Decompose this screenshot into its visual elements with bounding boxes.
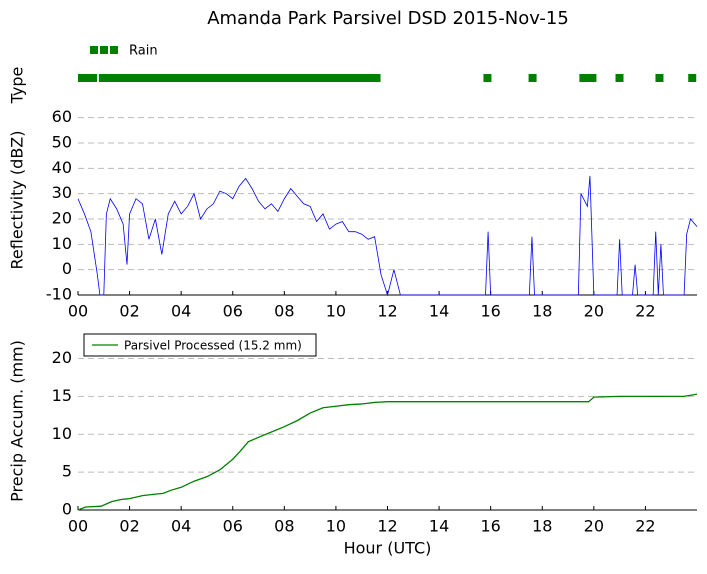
x-tick-label: 16 xyxy=(480,302,500,321)
y-tick-label: 40 xyxy=(52,158,72,177)
x-tick-label: 18 xyxy=(532,302,552,321)
y-tick-label: 0 xyxy=(62,500,72,519)
x-tick-label: 06 xyxy=(223,302,243,321)
x-tick-label: 02 xyxy=(119,517,139,536)
chart-title: Amanda Park Parsivel DSD 2015-Nov-15 xyxy=(207,8,569,29)
legend-swatch xyxy=(90,46,98,54)
rain-interval xyxy=(528,74,537,82)
y-tick-label: 50 xyxy=(52,133,72,152)
x-tick-label: 22 xyxy=(635,517,655,536)
x-tick-label: 08 xyxy=(274,517,294,536)
x-tick-label: 20 xyxy=(584,302,604,321)
data-line xyxy=(77,175,698,297)
x-tick-label: 02 xyxy=(119,302,139,321)
legend-swatch xyxy=(110,46,118,54)
y-tick-label: 10 xyxy=(52,424,72,443)
x-tick-label: 04 xyxy=(171,517,191,536)
x-tick-label: 12 xyxy=(377,517,397,536)
legend-label: Parsivel Processed (15.2 mm) xyxy=(124,339,302,353)
x-tick-label: 04 xyxy=(171,302,191,321)
data-line xyxy=(77,393,698,511)
rain-interval xyxy=(579,74,597,82)
y-tick-label: 0 xyxy=(62,259,72,278)
y-tick-label: 20 xyxy=(52,348,72,367)
x-axis-label: Hour (UTC) xyxy=(344,539,432,558)
rain-interval xyxy=(78,74,98,82)
rain-interval xyxy=(615,74,624,82)
y-tick-label: 15 xyxy=(52,386,72,405)
y-tick-label: 5 xyxy=(62,462,72,481)
x-tick-label: 10 xyxy=(326,517,346,536)
x-tick-label: 00 xyxy=(68,302,88,321)
x-tick-label: 06 xyxy=(223,517,243,536)
y-axis-label: Precip Accum. (mm) xyxy=(8,340,27,502)
y-tick-label: -10 xyxy=(46,285,72,304)
x-tick-label: 14 xyxy=(429,517,449,536)
rain-interval xyxy=(98,74,381,82)
x-tick-label: 22 xyxy=(635,302,655,321)
x-tick-label: 14 xyxy=(429,302,449,321)
x-tick-label: 10 xyxy=(326,302,346,321)
legend-box xyxy=(83,333,317,357)
rain-interval xyxy=(688,74,697,82)
y-axis-label: Reflectivity (dBZ) xyxy=(8,131,27,270)
x-tick-label: 20 xyxy=(584,517,604,536)
legend-label: Rain xyxy=(129,44,158,59)
y-tick-label: 30 xyxy=(52,183,72,202)
rain-interval xyxy=(655,74,664,82)
y-tick-label: 20 xyxy=(52,209,72,228)
y-tick-label: 10 xyxy=(52,234,72,253)
x-tick-label: 18 xyxy=(532,517,552,536)
x-tick-label: 00 xyxy=(68,517,88,536)
rain-interval xyxy=(483,74,492,82)
y-axis-label: Type xyxy=(8,67,27,105)
x-tick-label: 08 xyxy=(274,302,294,321)
x-tick-label: 16 xyxy=(480,517,500,536)
legend-swatch xyxy=(100,46,108,54)
y-tick-label: 60 xyxy=(52,107,72,126)
x-tick-label: 12 xyxy=(377,302,397,321)
